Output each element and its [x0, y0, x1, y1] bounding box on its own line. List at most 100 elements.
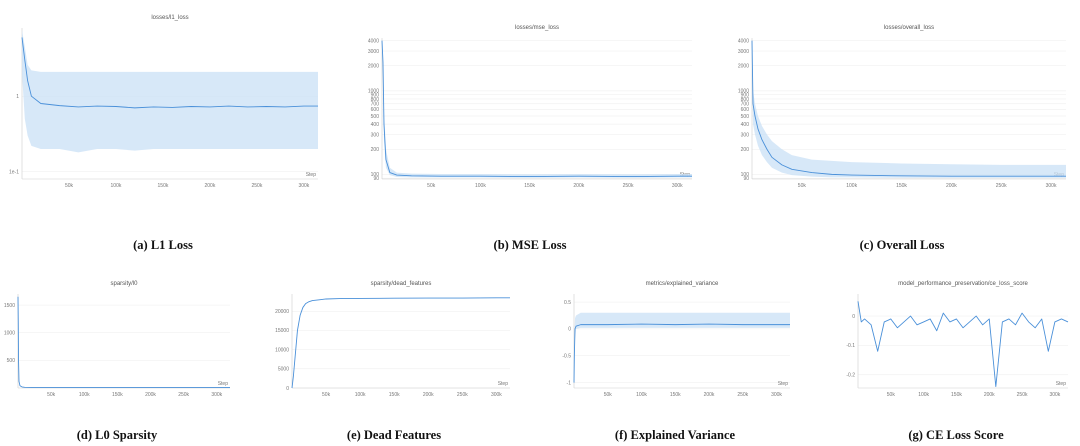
x-tick-label: 250k [996, 183, 1007, 189]
x-tick-label: 200k [946, 183, 957, 189]
chart-title: metrics/explained_variance [646, 281, 719, 287]
y-tick-label: 400 [371, 122, 380, 128]
series-line [751, 40, 1066, 177]
y-tick-label: 400 [741, 122, 750, 128]
y-tick-label: 2000 [368, 64, 379, 70]
series-band [382, 39, 692, 178]
y-tick-label: 1500 [4, 303, 15, 309]
series-band [752, 38, 1066, 178]
x-tick-label: 100k [846, 183, 857, 189]
x-tick-label: 250k [251, 183, 262, 189]
x-tick-label: 50k [604, 392, 613, 398]
x-tick-label: 50k [427, 183, 436, 189]
y-tick-label: -0.5 [562, 354, 571, 360]
chart-panel-ce: model_performance_preservation/ce_loss_s… [840, 278, 1072, 444]
x-tick-label: 100k [636, 392, 647, 398]
figure-caption: (g) CE Loss Score [908, 428, 1004, 442]
y-tick-label: 2000 [738, 64, 749, 70]
x-axis-label: Step [218, 381, 229, 387]
chart-panel-overall: losses/overall_loss 90 100 200 300 400 500 600 7… [734, 22, 1070, 254]
chart-title: sparsity/l0 [110, 281, 138, 287]
x-tick-label: 50k [798, 183, 807, 189]
series-line [381, 40, 692, 178]
x-tick-label: 250k [457, 392, 468, 398]
y-tick-label: 5000 [278, 367, 289, 373]
x-tick-label: 100k [111, 183, 122, 189]
y-tick-label: 20000 [275, 309, 289, 315]
x-tick-label: 200k [984, 392, 995, 398]
x-tick-label: 200k [573, 183, 584, 189]
figure-caption: (f) Explained Variance [614, 428, 736, 442]
y-tick-label: 600 [741, 107, 750, 113]
y-tick-label: 0.5 [564, 300, 571, 306]
x-axis-label: Step [498, 381, 509, 387]
figure-caption: (a) L1 Loss [133, 238, 193, 252]
x-tick-label: 300k [1049, 392, 1060, 398]
y-tick-label: 600 [371, 107, 380, 113]
x-axis-label: Step [778, 381, 789, 387]
y-tick-label: 900 [741, 93, 750, 99]
x-tick-label: 50k [47, 392, 56, 398]
y-tick-label: 500 [7, 358, 16, 364]
figure-caption: (d) L0 Sparsity [76, 428, 158, 442]
y-tick-label: 10000 [275, 347, 289, 353]
x-tick-label: 100k [475, 183, 486, 189]
y-tick-label: 15000 [275, 328, 289, 334]
x-tick-label: 100k [355, 392, 366, 398]
chart-panel-mse: losses/mse_loss 90 100 200 300 400 500 600 700 80… [364, 22, 696, 254]
x-tick-label: 150k [112, 392, 123, 398]
x-axis-label: Step [306, 172, 317, 178]
x-tick-label: 150k [158, 183, 169, 189]
y-tick-label: 0 [568, 327, 571, 333]
y-tick-label: 1e-1 [9, 169, 19, 175]
x-tick-label: 250k [1017, 392, 1028, 398]
x-tick-label: 300k [298, 183, 309, 189]
y-tick-label: 700 [371, 102, 380, 108]
chart-panel-l0: sparsity/l0 500 1000 1500 50k 100k 150k 200k 250… [0, 278, 234, 444]
y-tick-label: 500 [741, 114, 750, 120]
x-tick-label: 300k [491, 392, 502, 398]
y-tick-label: 300 [741, 132, 750, 138]
figure-caption: (b) MSE Loss [493, 238, 567, 252]
y-tick-label: 4000 [738, 38, 749, 44]
y-tick-label: -0.2 [846, 373, 855, 379]
y-tick-label: -0.1 [846, 343, 855, 349]
x-axis-label: Step [1056, 381, 1067, 387]
x-tick-label: 200k [205, 183, 216, 189]
y-tick-label: 300 [371, 132, 380, 138]
y-tick-label: 1000 [368, 89, 379, 95]
x-tick-label: 150k [670, 392, 681, 398]
chart-ev: metrics/explained_variance -1 -0.5 0 0.5 50k 1… [562, 281, 790, 398]
series-line [21, 37, 318, 109]
x-tick-label: 150k [896, 183, 907, 189]
figure-caption: (c) Overall Loss [859, 238, 945, 252]
x-tick-label: 200k [145, 392, 156, 398]
x-tick-label: 150k [524, 183, 535, 189]
chart-l0: sparsity/l0 500 1000 1500 50k 100k 150k 200k 250… [4, 281, 230, 398]
y-tick-label: 1000 [738, 89, 749, 95]
x-tick-label: 150k [389, 392, 400, 398]
chart-dead: sparsity/dead_features 0 5000 10000 15000 200… [275, 281, 510, 398]
x-tick-label: 250k [737, 392, 748, 398]
y-tick-label: 90 [743, 176, 749, 182]
y-tick-label: 4000 [368, 38, 379, 44]
x-tick-label: 300k [771, 392, 782, 398]
y-tick-label: 100 [741, 172, 750, 178]
y-tick-label: 1000 [4, 331, 15, 337]
chart-title: losses/l1_loss [151, 15, 188, 21]
y-tick-label: 0 [286, 386, 289, 392]
y-tick-label: 800 [371, 97, 380, 103]
x-tick-label: 50k [322, 392, 331, 398]
x-tick-label: 250k [623, 183, 634, 189]
chart-panel-l1: losses/l1_loss 1e-1 1 50k 100k 150k 200k 250k 30… [4, 12, 322, 254]
series-band [22, 30, 318, 153]
x-tick-label: 300k [211, 392, 222, 398]
x-tick-label: 50k [65, 183, 74, 189]
x-tick-label: 200k [423, 392, 434, 398]
series-line [291, 297, 510, 389]
figure-caption: (e) Dead Features [346, 428, 442, 442]
x-tick-label: 100k [918, 392, 929, 398]
y-tick-label: 0 [852, 314, 855, 320]
